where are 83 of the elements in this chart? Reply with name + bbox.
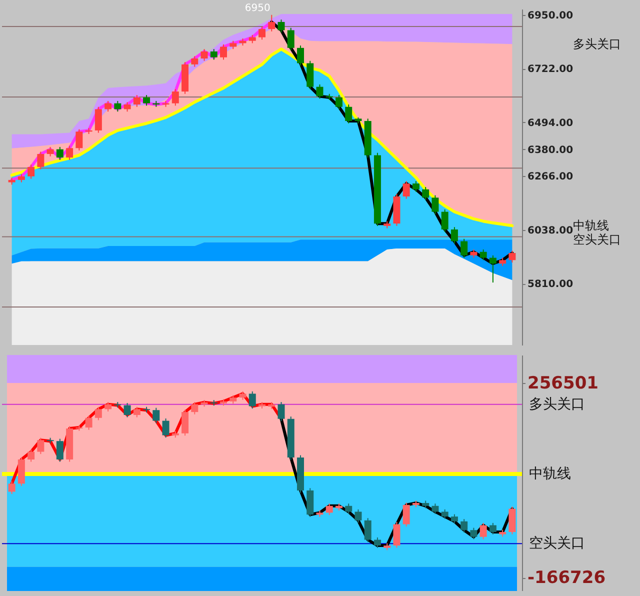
y-tick-label: 256501 <box>528 374 598 394</box>
candlestick <box>85 415 92 430</box>
candlestick <box>76 424 83 432</box>
candlestick <box>345 503 352 515</box>
candlestick <box>489 254 496 284</box>
candlestick <box>508 250 516 263</box>
candlestick <box>94 406 102 421</box>
candlestick <box>480 522 487 540</box>
candlestick <box>248 390 256 410</box>
candlestick <box>450 226 458 244</box>
candlestick <box>345 104 352 124</box>
candlestick <box>94 106 102 134</box>
ref-line-label: 空头关口 <box>529 536 585 552</box>
y-tick-label: 6038.00 <box>528 225 574 236</box>
candlestick <box>28 448 35 462</box>
candlestick <box>364 518 372 543</box>
candlestick <box>172 88 179 106</box>
candlestick <box>393 521 400 548</box>
candlestick <box>412 180 420 192</box>
candlestick <box>133 406 140 418</box>
candlestick <box>441 208 448 232</box>
candlestick <box>268 14 276 32</box>
candlestick <box>460 518 468 533</box>
candlestick <box>402 180 410 200</box>
y-tick-label: 6266.00 <box>528 172 574 183</box>
candlestick <box>480 249 487 261</box>
ref-line-label: 多头关口 <box>529 396 585 412</box>
candlestick <box>422 186 430 200</box>
candlestick <box>402 502 410 528</box>
candlestick <box>66 145 74 160</box>
candlestick <box>162 418 170 438</box>
candlestick <box>374 536 381 548</box>
candlestick <box>76 128 83 151</box>
candlestick <box>287 27 294 51</box>
text: 中轨线 <box>573 218 609 233</box>
candlestick <box>114 100 122 112</box>
candlestick <box>296 45 304 66</box>
y-tick-label: 6722.00 <box>528 64 574 76</box>
candlestick <box>460 238 468 258</box>
candlestick <box>191 56 198 68</box>
candlestick <box>258 26 266 40</box>
candlestick <box>143 94 150 106</box>
text: 多头关口 <box>573 37 621 52</box>
candlestick <box>46 146 54 157</box>
y-tick-label: 6380.00 <box>528 144 574 156</box>
candlestick <box>470 527 478 540</box>
candlestick <box>133 94 140 108</box>
candlestick <box>432 503 439 515</box>
candlestick <box>354 508 362 524</box>
candlestick <box>450 514 458 524</box>
candlestick <box>326 503 333 516</box>
candlestick <box>200 48 208 62</box>
y-tick-label: -166726 <box>528 568 606 588</box>
candlestick <box>104 100 112 112</box>
candlestick <box>124 402 131 418</box>
text: 空头关口 <box>573 232 621 247</box>
candlestick <box>8 480 16 495</box>
candlestick <box>508 506 516 535</box>
candlestick <box>220 44 228 60</box>
candlestick <box>124 102 131 112</box>
y-tick-label: 6494.00 <box>528 118 574 129</box>
candlestick <box>432 194 439 215</box>
candlestick <box>278 19 285 34</box>
candlestick <box>28 164 35 180</box>
y-tick-label: 5810.00 <box>528 279 574 290</box>
candlestick <box>278 402 285 422</box>
candlestick <box>191 402 198 415</box>
candlestick <box>56 146 64 160</box>
ref-line-label: 中轨线 <box>529 466 571 482</box>
candlestick <box>37 437 44 455</box>
candlestick <box>306 60 314 90</box>
candlestick <box>316 84 324 100</box>
candlestick <box>210 48 218 60</box>
candlestick <box>441 508 448 520</box>
candlestick <box>335 94 342 110</box>
candlestick <box>489 522 496 535</box>
y-tick-label: 6950.00 <box>528 10 574 22</box>
candlestick <box>152 407 160 424</box>
candlestick <box>182 409 189 436</box>
candlestick <box>56 438 64 462</box>
candlestick <box>37 151 44 170</box>
text: 6950 <box>244 2 270 14</box>
candlestick <box>104 402 112 412</box>
